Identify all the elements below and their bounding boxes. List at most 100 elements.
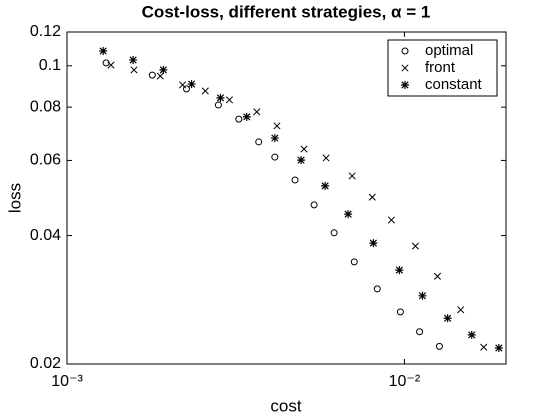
marker — [187, 80, 196, 89]
marker-star — [216, 93, 225, 102]
marker-circle — [148, 71, 156, 79]
legend-label: front — [425, 59, 456, 76]
y-tick-label: 0.08 — [30, 98, 61, 115]
marker — [291, 176, 299, 184]
marker-x — [225, 96, 234, 104]
marker — [178, 81, 187, 89]
marker — [457, 306, 465, 314]
marker — [433, 272, 442, 280]
marker-x — [156, 72, 164, 80]
marker — [418, 291, 427, 300]
marker-x — [480, 343, 488, 351]
marker — [387, 216, 395, 224]
marker-star — [494, 344, 503, 353]
marker-circle — [255, 138, 263, 146]
marker-x — [368, 193, 376, 201]
legend-label: constant — [425, 76, 483, 93]
marker — [253, 108, 261, 116]
marker-x — [201, 87, 209, 95]
marker — [270, 134, 279, 143]
marker-star — [321, 181, 330, 190]
marker-circle — [310, 201, 318, 209]
marker-x — [401, 64, 409, 72]
marker-star — [467, 330, 476, 339]
marker — [322, 154, 330, 162]
marker-x — [387, 216, 395, 224]
marker-x — [130, 66, 138, 74]
marker-x — [411, 242, 419, 250]
marker-x — [457, 306, 465, 314]
marker — [235, 115, 243, 123]
marker — [310, 201, 318, 209]
marker-x — [348, 172, 356, 180]
y-axis-label: loss — [5, 183, 24, 213]
marker — [350, 258, 358, 266]
marker-star — [99, 47, 108, 56]
marker-x — [273, 122, 281, 130]
x-tick-label: 10⁻³ — [51, 373, 83, 390]
marker-star — [242, 112, 251, 121]
marker — [321, 181, 330, 190]
marker — [297, 156, 306, 165]
y-tick-label: 0.1 — [39, 57, 61, 74]
y-tick-label: 0.12 — [30, 23, 61, 40]
x-tick-label: 10⁻² — [389, 373, 421, 390]
marker — [467, 330, 476, 339]
marker — [395, 266, 404, 275]
marker — [373, 285, 381, 293]
marker-star — [401, 81, 409, 89]
legend-item: constant — [401, 76, 483, 93]
marker-x — [107, 61, 115, 69]
marker-circle — [401, 47, 409, 55]
legend-item: front — [401, 59, 456, 76]
marker-x — [433, 272, 442, 280]
marker — [330, 229, 338, 237]
marker-star — [129, 55, 138, 64]
legend-item: optimal — [401, 42, 473, 59]
marker — [182, 85, 190, 93]
legend-label: optimal — [425, 42, 473, 59]
marker-star — [297, 156, 306, 165]
marker-circle — [214, 101, 222, 109]
marker — [225, 96, 234, 104]
marker-x — [300, 145, 308, 153]
marker-star — [395, 266, 404, 275]
marker — [369, 239, 378, 248]
marker-circle — [330, 229, 338, 237]
marker — [214, 101, 222, 109]
marker-circle — [291, 176, 299, 184]
marker-circle — [182, 85, 190, 93]
marker — [130, 66, 138, 74]
y-tick-label: 0.02 — [30, 355, 61, 372]
marker-x — [322, 154, 330, 162]
marker-circle — [271, 153, 279, 161]
marker — [159, 65, 168, 74]
marker-x — [178, 81, 187, 89]
marker — [271, 153, 279, 161]
marker-circle — [435, 342, 443, 350]
marker — [396, 308, 404, 316]
marker — [273, 122, 281, 130]
marker-star — [443, 314, 452, 323]
marker — [344, 210, 353, 219]
marker — [129, 55, 138, 64]
marker-star — [159, 65, 168, 74]
marker — [99, 47, 108, 56]
marker-circle — [373, 285, 381, 293]
marker — [156, 72, 164, 80]
marker — [401, 47, 409, 55]
marker — [201, 87, 209, 95]
marker-star — [270, 134, 279, 143]
marker-star — [369, 239, 378, 248]
marker — [411, 242, 419, 250]
marker-star — [344, 210, 353, 219]
marker-circle — [350, 258, 358, 266]
marker — [443, 314, 452, 323]
marker — [216, 93, 225, 102]
marker — [401, 81, 409, 89]
y-tick-label: 0.06 — [30, 152, 61, 169]
marker — [368, 193, 376, 201]
y-tick-label: 0.04 — [30, 227, 61, 244]
